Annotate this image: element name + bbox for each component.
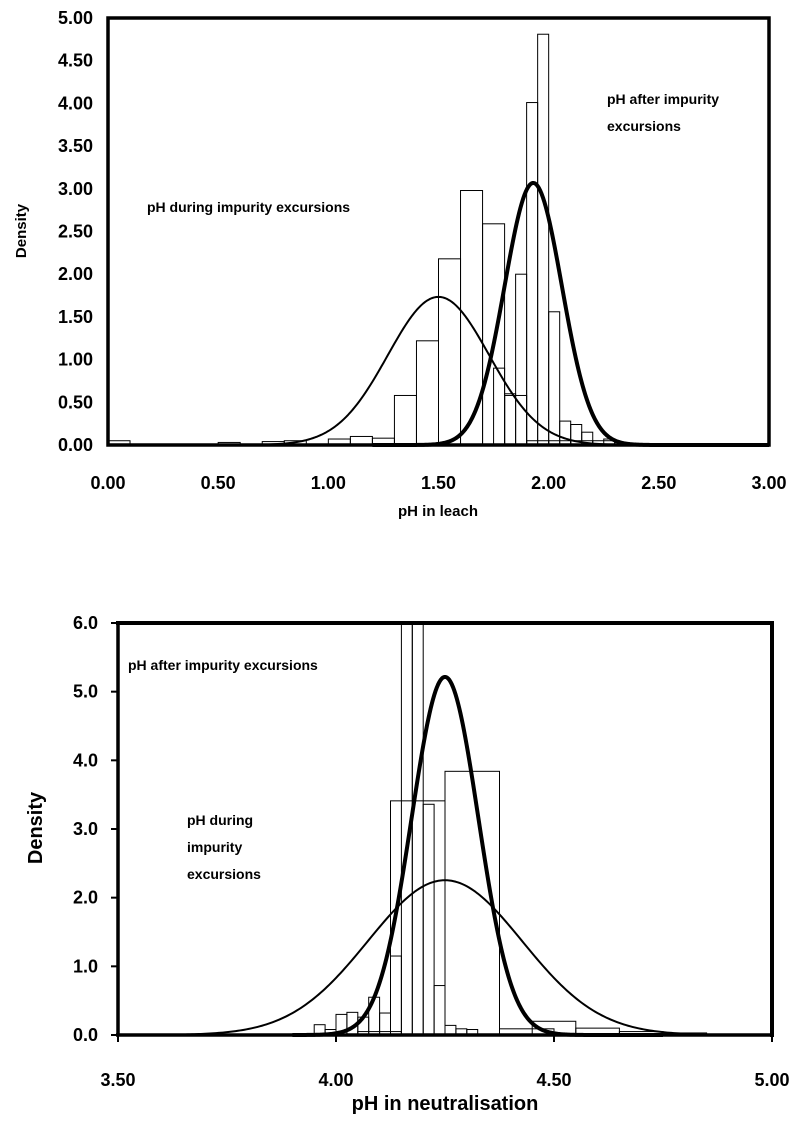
chart-leach-y-axis-label: Density bbox=[13, 203, 30, 258]
chart-leach-y-tick-label: 5.00 bbox=[58, 8, 93, 28]
chart-leach-y-ticks: 0.00 0.50 1.00 1.50 2.00 2.50 3.00 3.50 4.00 4.50… bbox=[58, 8, 93, 455]
chart-neutralisation-x-tick-label: 4.00 bbox=[318, 1070, 353, 1090]
chart-leach-y-tick-label: 1.50 bbox=[58, 307, 93, 327]
chart-neutralisation-y-tick-label: 0.0 bbox=[73, 1025, 98, 1045]
chart-neutralisation-x-ticks: 3.50 4.00 4.50 5.00 bbox=[100, 1035, 790, 1090]
chart-leach-curve-thick bbox=[371, 180, 770, 447]
chart-leach-y-tick-label: 4.50 bbox=[58, 51, 93, 71]
chart-leach-y-tick-label: 3.50 bbox=[58, 136, 93, 156]
chart-neutralisation-y-tick-label: 2.0 bbox=[73, 888, 98, 908]
chart-leach-x-tick-label: 0.50 bbox=[201, 473, 236, 493]
chart-leach-bar-s0-8 bbox=[415, 340, 440, 446]
chart-neutralisation-bar-s0-9 bbox=[411, 622, 424, 1036]
chart-neutralisation-x-tick-label: 3.50 bbox=[100, 1070, 135, 1090]
chart-neutralisation-y-tick-label: 6.0 bbox=[73, 613, 98, 633]
chart-leach-bar-s1-1 bbox=[504, 393, 517, 446]
chart-leach-bar-s1-6 bbox=[559, 420, 572, 446]
chart-neutralisation-x-axis-label: pH in neutralisation bbox=[352, 1093, 539, 1115]
chart-neutralisation-annotation-during-line2: impurity bbox=[187, 839, 242, 855]
chart-leach-y-tick-label: 1.00 bbox=[58, 350, 93, 370]
chart-leach-bar-s1-3 bbox=[526, 102, 539, 446]
chart-leach-annotation-during: pH during impurity excursions bbox=[147, 199, 350, 215]
chart-leach-bar-s1-2 bbox=[515, 273, 528, 446]
chart-neutralisation-y-tick-label: 1.0 bbox=[73, 956, 98, 976]
chart-neutralisation-x-tick-label: 5.00 bbox=[754, 1070, 789, 1090]
chart-neutralisation-curve-thin bbox=[118, 879, 772, 1036]
chart-leach-y-tick-label: 0.00 bbox=[58, 435, 93, 455]
chart-neutralisation-x-tick-label: 4.50 bbox=[536, 1070, 571, 1090]
chart-leach-x-tick-label: 0.00 bbox=[90, 473, 125, 493]
chart-neutralisation-bar-s1-0 bbox=[390, 800, 446, 1036]
chart-neutralisation-bar-s0-10 bbox=[422, 803, 435, 1036]
chart-neutralisation-y-axis-label: Density bbox=[25, 791, 47, 864]
chart-leach-histogram-bars bbox=[107, 33, 627, 446]
chart-neutralisation: 0.0 1.0 2.0 3.0 4.0 5.0 6.0 3.50 4.00 4.50 5.00 p… bbox=[25, 613, 790, 1115]
chart-leach-annotation-after-line1: pH after impurity bbox=[607, 91, 719, 107]
chart-neutralisation-bar-s0-11 bbox=[433, 985, 446, 1036]
chart-leach-bar-s0-7 bbox=[393, 394, 417, 446]
chart-leach-y-tick-label: 0.50 bbox=[58, 392, 93, 412]
chart-leach-bar-s1-4 bbox=[537, 33, 550, 446]
chart-neutralisation-annotation-during-line1: pH during bbox=[187, 812, 253, 828]
chart-neutralisation-bar-s0-7 bbox=[390, 955, 402, 1036]
chart-leach-x-tick-label: 2.50 bbox=[641, 473, 676, 493]
chart-leach: 0.00 0.50 1.00 1.50 2.00 2.50 3.00 3.50 4.00 4.50… bbox=[13, 8, 787, 520]
chart-neutralisation-annotation-during-line3: excursions bbox=[187, 866, 261, 882]
chart-neutralisation-curve-thick bbox=[291, 674, 664, 1037]
chart-leach-y-tick-label: 4.00 bbox=[58, 93, 93, 113]
chart-leach-x-tick-label: 1.00 bbox=[311, 473, 346, 493]
chart-leach-x-ticks: 0.00 0.50 1.00 1.50 2.00 2.50 3.00 bbox=[90, 473, 786, 493]
chart-leach-y-tick-label: 2.50 bbox=[58, 222, 93, 242]
chart-leach-x-axis-label: pH in leach bbox=[398, 503, 478, 520]
chart-leach-x-tick-label: 1.50 bbox=[421, 473, 456, 493]
chart-leach-bar-s1-5 bbox=[548, 311, 561, 446]
chart-leach-plot-frame bbox=[106, 16, 771, 447]
chart-leach-bar-s0-9 bbox=[438, 258, 462, 446]
chart-leach-x-tick-label: 2.00 bbox=[531, 473, 566, 493]
chart-neutralisation-histogram-bars bbox=[313, 622, 708, 1036]
chart-neutralisation-annotation-after: pH after impurity excursions bbox=[128, 657, 318, 673]
chart-leach-bar-s0-10 bbox=[460, 190, 484, 446]
chart-leach-y-tick-label: 2.00 bbox=[58, 264, 93, 284]
chart-leach-x-tick-label: 3.00 bbox=[751, 473, 786, 493]
chart-leach-y-tick-label: 3.00 bbox=[58, 179, 93, 199]
chart-leach-annotation-after-line2: excursions bbox=[607, 118, 681, 134]
chart-neutralisation-y-tick-label: 5.0 bbox=[73, 682, 98, 702]
chart-neutralisation-y-ticks: 0.0 1.0 2.0 3.0 4.0 5.0 6.0 bbox=[73, 613, 118, 1045]
chart-neutralisation-y-tick-label: 4.0 bbox=[73, 750, 98, 770]
chart-neutralisation-y-tick-label: 3.0 bbox=[73, 819, 98, 839]
